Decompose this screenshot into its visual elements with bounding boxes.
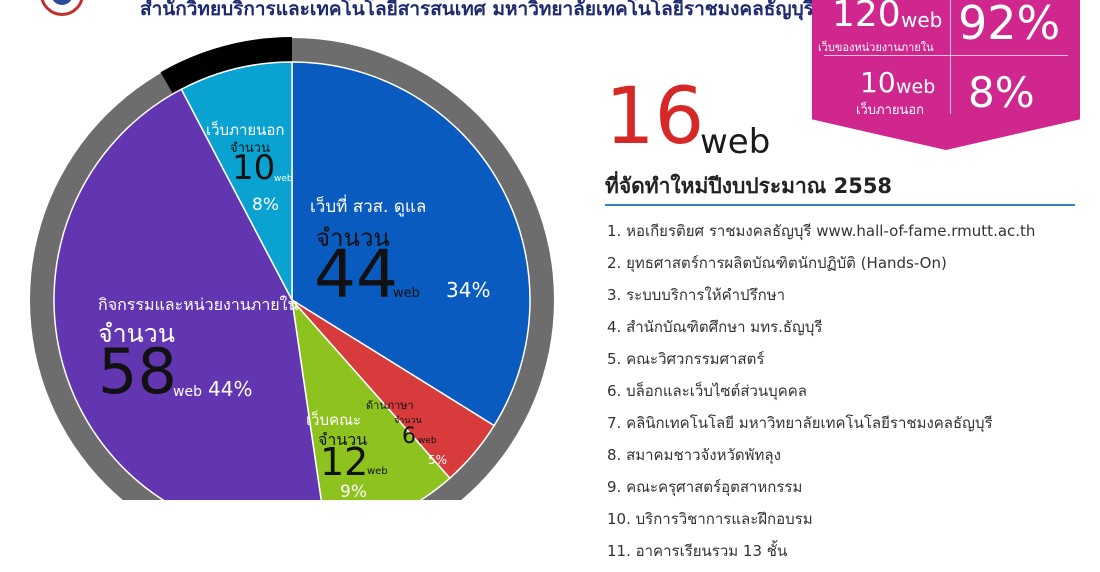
external-unit: web <box>896 76 936 98</box>
stats-card-divider-v <box>950 0 951 114</box>
label-external-unit: web <box>274 174 293 184</box>
label-faculty-unit: web <box>367 466 388 477</box>
header-title: สำนักวิทยบริการและเทคโนโลยีสารสนเทศ มหาว… <box>140 0 814 20</box>
list-item: 9. คณะครุศาสตร์อุตสาหกรรม <box>607 478 803 496</box>
label-faculty-count-label: จำนวน <box>318 430 368 449</box>
infographic: สำนักวิทยบริการและเทคโนโลยีสารสนเทศ มหาว… <box>30 0 1080 560</box>
label-faculty-percent: 9% <box>340 482 367 502</box>
label-staff-percent: 34% <box>446 278 491 302</box>
label-staff-count-label: จำนวน <box>316 224 390 252</box>
label-language-percent: 5% <box>428 453 448 467</box>
external-count: 10 <box>860 66 896 99</box>
label-activities-name: กิจกรรมและหน่วยงานภายใน <box>98 295 299 314</box>
pie-slice-staff <box>291 61 531 427</box>
label-external-name: เว็บภายนอก <box>206 121 285 139</box>
stats-card-divider-h <box>824 55 1068 56</box>
list-item: 7. คลินิกเทคโนโลยี มหาวิทยาลัยเทคโนโลยีร… <box>607 414 993 432</box>
label-external-count-label: จำนวน <box>230 141 270 156</box>
internal-percent: 92% <box>958 0 1061 50</box>
list-item: 6. บล็อกและเว็บไซต์ส่วนบุคคล <box>607 382 807 400</box>
new-webs-count: 16 <box>605 72 705 162</box>
label-language-value: 6 <box>402 424 416 449</box>
pie-slice-activities <box>53 88 322 500</box>
label-language-count-label: จำนวน <box>394 416 422 426</box>
internal-label: เว็บของหน่วยงานภายใน <box>818 41 934 54</box>
stats-card: 120 web เว็บของหน่วยงานภายใน 92% 10 web … <box>812 0 1080 150</box>
label-faculty-name: เว็บคณะ <box>306 411 362 429</box>
label-external-value: 10 <box>232 148 276 188</box>
label-activities-count-label: จำนวน <box>98 319 175 348</box>
label-staff-name: เว็บที่ สวส. ดูแล <box>310 197 427 217</box>
pie-slice-external <box>180 61 293 301</box>
pie-chart <box>30 36 554 500</box>
list-item: 2. ยุทธศาสตร์การผลิตบัณฑิตนักปฏิบัติ (Ha… <box>607 254 947 272</box>
label-staff-value: 44 <box>314 236 398 313</box>
list-item: 3. ระบบบริการให้คำปรึกษา <box>607 286 786 304</box>
new-webs-subtitle: ที่จัดทำใหม่ปีงบประมาณ 2558 <box>605 174 893 198</box>
internal-count: 120 <box>832 0 901 35</box>
pie-slice-faculty <box>290 297 451 500</box>
internal-unit: web <box>901 8 943 32</box>
list-item: 8. สมาคมชาวจังหวัดพัทลุง <box>607 446 781 464</box>
external-label: เว็บภายนอก <box>856 103 925 118</box>
list-item: 11. อาคารเรียนรวม 13 ชั้น <box>607 542 788 560</box>
label-faculty-value: 12 <box>320 440 369 484</box>
external-percent: 8% <box>968 68 1035 117</box>
label-external-percent: 8% <box>252 195 279 215</box>
label-activities-percent: 44% <box>208 377 253 401</box>
label-activities-unit: web <box>173 384 202 400</box>
label-language-unit: web <box>418 436 437 446</box>
outer-ring-accent <box>160 36 292 96</box>
list-item: 5. คณะวิศวกรรมศาสตร์ <box>607 350 765 368</box>
new-webs-list: 1. หอเกียรติยศ ราชมงคลธัญบุรี www.hall-o… <box>607 220 1035 572</box>
list-item: 10. บริการวิชาการและฝึกอบรม <box>607 510 813 528</box>
label-staff-unit: web <box>393 286 420 301</box>
list-item: 1. หอเกียรติยศ ราชมงคลธัญบุรี www.hall-o… <box>607 222 1036 240</box>
label-activities-value: 58 <box>98 335 177 408</box>
new-webs-unit: web <box>700 122 771 162</box>
label-language-name: ด้านภาษา <box>366 399 414 412</box>
new-webs-divider <box>605 204 1075 206</box>
list-item: 4. สำนักบัณฑิตศึกษา มทร.ธัญบุรี <box>607 318 823 336</box>
